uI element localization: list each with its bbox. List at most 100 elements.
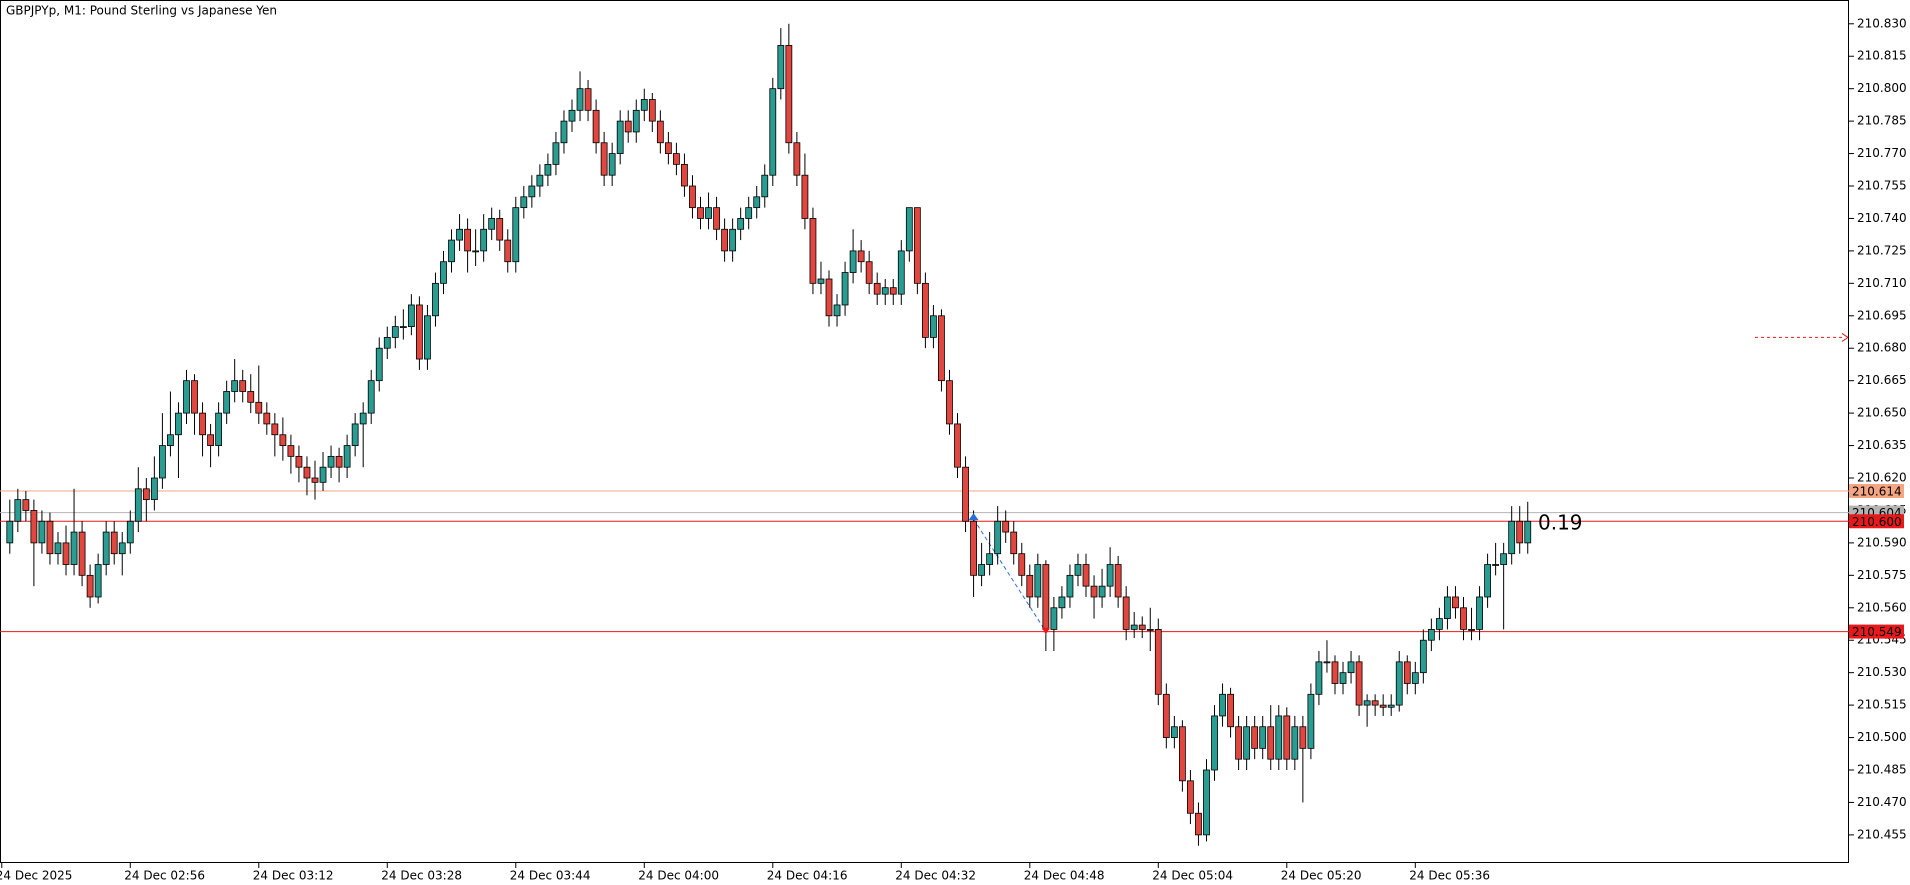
candle-body: [600, 142, 608, 176]
trade-open-marker: [968, 513, 979, 521]
candle-body: [930, 315, 937, 338]
candle-body: [22, 499, 30, 511]
candle-body: [335, 455, 343, 468]
candle-body: [1002, 520, 1010, 533]
candle-body: [528, 185, 536, 198]
candle-body: [1395, 661, 1403, 706]
candle-body: [86, 574, 94, 598]
y-tick-label: 210.515: [1857, 698, 1907, 712]
candle-body: [504, 239, 512, 263]
candle-body: [913, 207, 921, 284]
candle-body: [705, 207, 712, 219]
candle-body: [1492, 564, 1500, 566]
candle-body: [1500, 553, 1508, 565]
candle-body: [640, 99, 648, 111]
candle-body: [608, 153, 616, 176]
candle-body: [1187, 780, 1194, 814]
candle-body: [1355, 661, 1363, 706]
candle-body: [1146, 629, 1154, 631]
candle-body: [1307, 693, 1315, 749]
x-tick-label: 24 Dec 2025: [0, 869, 72, 883]
candle-body: [295, 455, 303, 468]
candle-body: [809, 218, 817, 284]
candle-body: [399, 326, 407, 328]
candle-body: [1074, 564, 1082, 576]
candle-body: [239, 380, 247, 392]
candle-body: [536, 174, 544, 187]
candle-body: [616, 120, 624, 154]
candle-body: [464, 228, 471, 252]
candle-body: [1203, 769, 1210, 836]
candle-body: [1162, 693, 1170, 738]
candle-body: [785, 45, 793, 144]
candle-body: [231, 380, 239, 392]
candle-body: [150, 477, 158, 501]
x-tick-label: 24 Dec 04:16: [767, 869, 848, 883]
candle-body: [375, 347, 383, 382]
candle-body: [769, 88, 777, 176]
candle-body: [793, 142, 801, 176]
candle-body: [416, 304, 423, 360]
candle-body: [94, 564, 102, 598]
x-tick-label: 24 Dec 03:28: [381, 869, 462, 883]
candle-body: [1058, 596, 1066, 609]
y-tick-label: 210.815: [1857, 49, 1907, 63]
candle-body: [777, 45, 785, 90]
candle-body: [1170, 726, 1178, 738]
candle-body: [183, 380, 190, 414]
candle-body: [881, 287, 889, 295]
candle-body: [496, 218, 504, 241]
candle-body: [946, 380, 953, 425]
candle-body: [1387, 704, 1395, 708]
candle-body: [1090, 585, 1098, 598]
candle-body: [1476, 596, 1483, 630]
price-level-box: [1849, 483, 1904, 498]
candle-body: [142, 488, 150, 501]
candle-body: [745, 207, 753, 219]
x-tick-label: 24 Dec 02:56: [124, 869, 205, 883]
plot-frame: [0, 0, 1849, 863]
candle-body: [1419, 639, 1427, 674]
candle-body: [110, 531, 118, 555]
y-tick-label: 210.530: [1857, 665, 1907, 679]
x-tick-label: 24 Dec 04:00: [638, 869, 719, 883]
candle-body: [424, 315, 431, 360]
candle-body: [448, 239, 455, 263]
y-tick-label: 210.725: [1857, 243, 1907, 257]
y-tick-label: 210.740: [1857, 211, 1907, 225]
marker-arrow: [1841, 332, 1849, 342]
y-tick-label: 210.455: [1857, 827, 1907, 841]
x-tick-label: 24 Dec 05:04: [1152, 869, 1233, 883]
candle-body: [456, 228, 463, 241]
price-level-label: 210.549: [1852, 625, 1902, 639]
candle-body: [472, 250, 480, 253]
candle-body: [576, 88, 584, 111]
y-tick-label: 210.650: [1857, 406, 1907, 420]
y-tick-label: 210.710: [1857, 276, 1907, 290]
y-tick-label: 210.500: [1857, 730, 1907, 744]
candle-body: [1042, 564, 1050, 630]
candle-body: [921, 282, 929, 338]
y-tick-label: 210.695: [1857, 308, 1907, 322]
candle-body: [1283, 715, 1291, 760]
candle-body: [440, 261, 447, 284]
candle-body: [1444, 596, 1451, 619]
candle-body: [1066, 574, 1074, 598]
candle-body: [158, 445, 166, 479]
candle-body: [1339, 672, 1347, 684]
candle-body: [407, 304, 415, 327]
candle-body: [1484, 564, 1491, 598]
candle-body: [1082, 564, 1090, 587]
candle-body: [673, 153, 680, 165]
candle-body: [1235, 726, 1243, 760]
trade-close-marker: [1041, 627, 1050, 635]
y-tick-label: 210.665: [1857, 373, 1907, 387]
y-tick-label: 210.755: [1857, 179, 1907, 193]
candle-body: [761, 174, 769, 198]
candle-body: [560, 120, 568, 144]
candle-body: [584, 88, 592, 111]
candle-body: [1291, 726, 1299, 760]
candle-body: [134, 488, 142, 522]
candle-body: [1452, 596, 1459, 609]
